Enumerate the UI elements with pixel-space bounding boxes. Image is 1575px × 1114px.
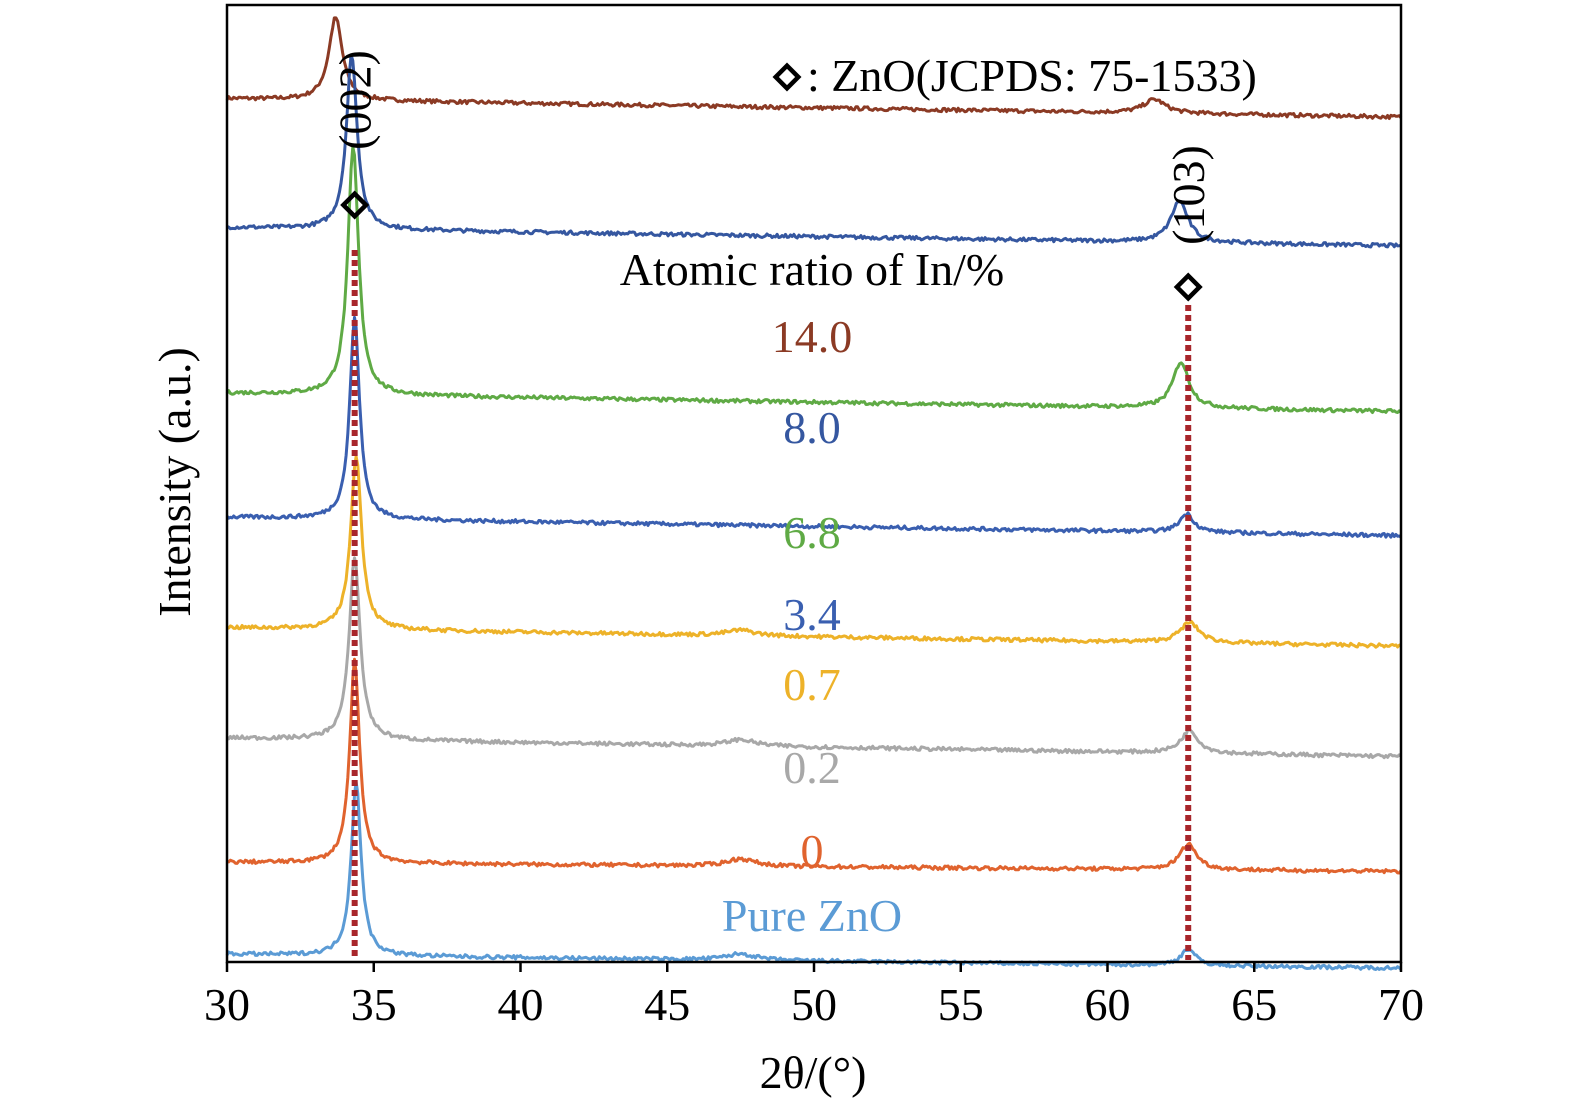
diamond-marker	[1173, 272, 1203, 302]
y-axis-label: Intensity (a.u.)	[149, 347, 200, 617]
group-label: Atomic ratio of In/%	[620, 244, 1005, 295]
x-tick-label: 35	[351, 979, 397, 1030]
x-tick-label: 45	[644, 979, 690, 1030]
x-tick-label: 55	[938, 979, 984, 1030]
x-tick-label: 60	[1085, 979, 1131, 1030]
x-tick-label: 40	[498, 979, 544, 1030]
series-label: 0	[801, 825, 824, 876]
series-label: 3.4	[783, 589, 841, 640]
series-line-0-7	[226, 454, 1402, 649]
x-axis-label: 2θ/(°)	[760, 1047, 867, 1098]
series-label: 0.2	[783, 742, 841, 793]
series-line-6-8	[225, 145, 1403, 414]
diamond-marker	[340, 190, 370, 220]
series-line-8-0	[226, 53, 1402, 249]
x-axis-ticks: 30 35 40 45 50 55 60 65 70	[204, 962, 1424, 1030]
series-label: 0.7	[783, 659, 841, 710]
hkl-label: (002)	[330, 50, 381, 150]
x-tick-label: 30	[204, 979, 250, 1030]
reference-lines-layer	[351, 250, 1192, 960]
series-label: 14.0	[772, 311, 853, 362]
legend-text: : ZnO(JCPDS: 75-1533)	[807, 50, 1257, 101]
hkl-label: (103)	[1163, 145, 1214, 245]
series-labels: 14.0 8.0 6.8 3.4 0.7 0.2 0 Pure ZnO	[722, 311, 902, 941]
legend-diamond-marker	[772, 62, 802, 92]
series-label: 6.8	[783, 507, 841, 558]
series-line-0-2	[225, 556, 1402, 760]
series-label: Pure ZnO	[722, 890, 902, 941]
x-tick-label: 65	[1231, 979, 1277, 1030]
series-line-3-4	[225, 315, 1402, 539]
legend: : ZnO(JCPDS: 75-1533)	[772, 50, 1257, 101]
plot-frame	[225, 3, 1403, 964]
series-line-0	[226, 657, 1403, 875]
series-layer	[225, 16, 1403, 971]
x-tick-label: 50	[791, 979, 837, 1030]
series-line-14-0	[225, 16, 1403, 120]
annotations: (002) (103)	[330, 50, 1214, 302]
x-tick-label: 70	[1378, 979, 1424, 1030]
series-label: 8.0	[783, 402, 841, 453]
